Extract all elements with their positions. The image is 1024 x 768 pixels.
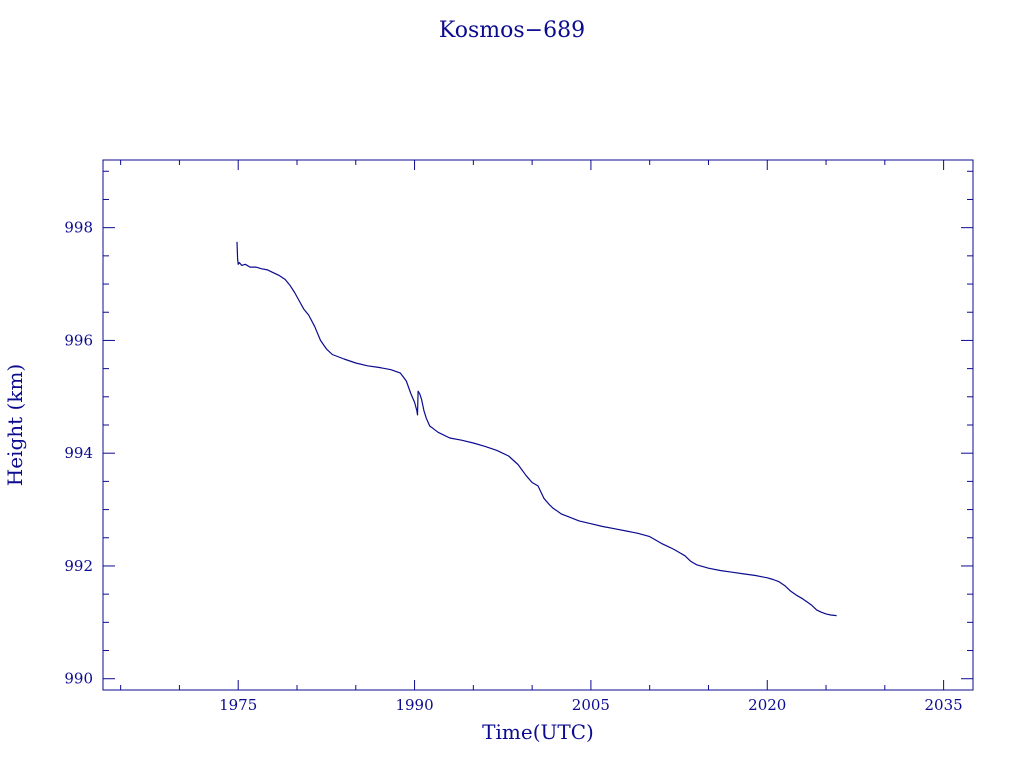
x-tick-labels: 1975 1990 2005 2020 2035 <box>219 696 963 714</box>
y-axis-label: Height (km) <box>3 364 27 486</box>
x-tick-label: 2020 <box>748 696 786 714</box>
chart-title: Kosmos−689 <box>439 18 585 43</box>
x-tick-label: 2035 <box>925 696 963 714</box>
y-tick-label: 994 <box>64 444 93 462</box>
y-tick-label: 996 <box>64 331 93 349</box>
y-tick-label: 990 <box>64 670 93 688</box>
y-tick-labels: 990 992 994 996 998 <box>64 219 93 688</box>
x-tick-label: 1990 <box>395 696 433 714</box>
x-tick-label: 1975 <box>219 696 257 714</box>
plot-frame <box>102 159 974 691</box>
x-axis-label: Time(UTC) <box>482 720 594 744</box>
y-tick-label: 992 <box>64 557 93 575</box>
x-tick-label: 2005 <box>572 696 610 714</box>
y-tick-label: 998 <box>64 219 93 237</box>
series-line <box>236 241 837 617</box>
tick-marks <box>103 160 973 690</box>
